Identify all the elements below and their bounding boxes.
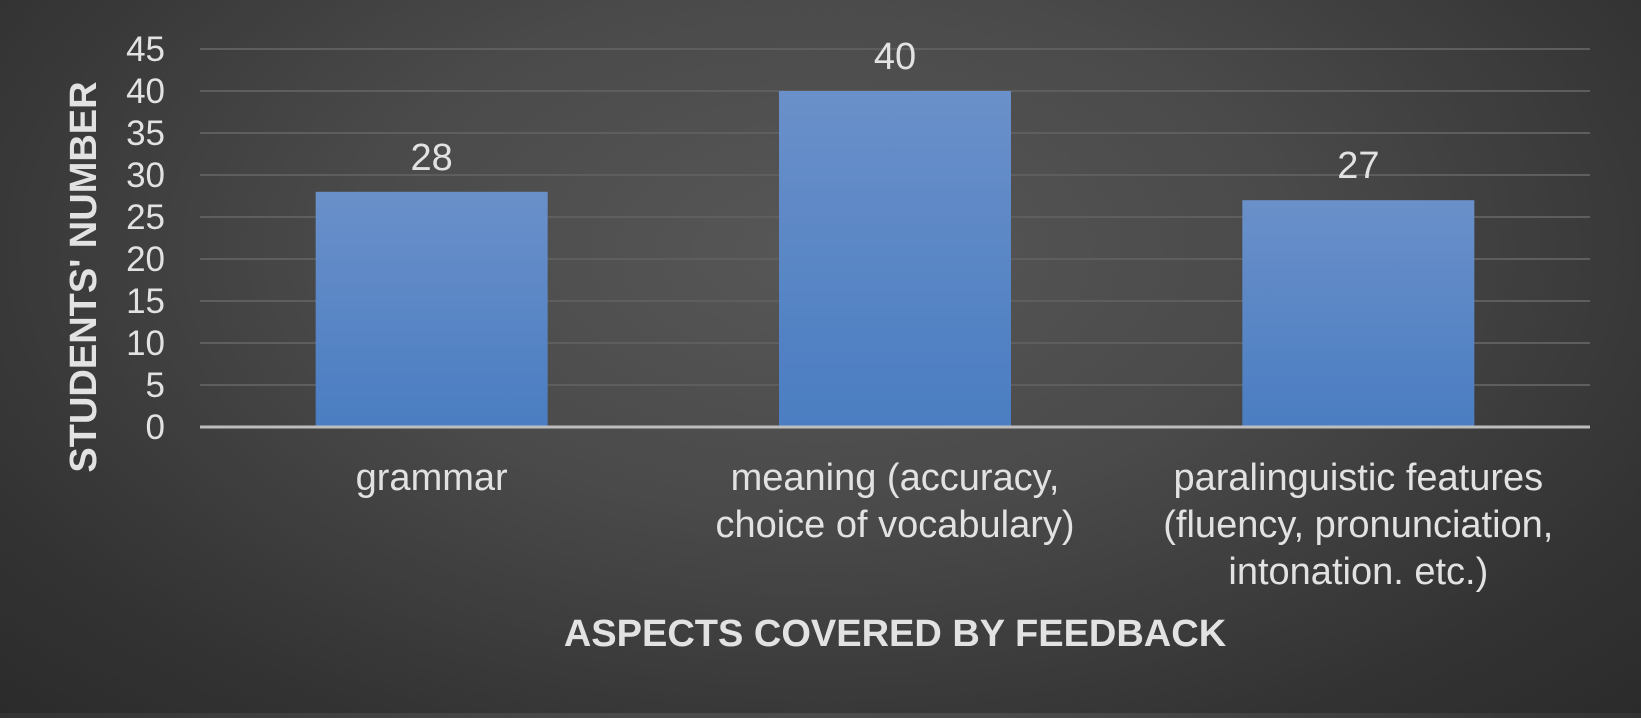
y-tick-label: 30: [126, 156, 165, 195]
x-axis-title: ASPECTS COVERED BY FEEDBACK: [564, 613, 1227, 655]
y-tick-label: 25: [126, 198, 165, 237]
bar: [779, 91, 1011, 427]
y-tick-label: 45: [126, 30, 165, 69]
category-label: paralinguistic features (fluency, pronunc…: [1163, 457, 1553, 593]
category-label: grammar: [356, 457, 508, 499]
bars: [315, 91, 1475, 427]
bar: [1242, 200, 1475, 427]
category-label-line: intonation. etc.): [1228, 551, 1488, 593]
y-tick-label: 5: [146, 366, 165, 405]
data-label: 28: [411, 137, 453, 179]
y-axis-title: STUDENTS' NUMBER: [63, 81, 105, 472]
y-tick-label: 35: [126, 114, 165, 153]
y-tick-label: 0: [146, 408, 165, 447]
category-label-line: choice of vocabulary): [715, 504, 1074, 546]
category-label-line: paralinguistic features: [1174, 457, 1544, 499]
data-label: 40: [874, 36, 916, 78]
y-tick-label: 20: [126, 240, 165, 279]
data-labels: 28 40 27: [411, 36, 1380, 187]
category-label-line: (fluency, pronunciation,: [1163, 504, 1553, 546]
data-label: 27: [1337, 145, 1379, 187]
category-label: meaning (accuracy, choice of vocabulary): [715, 457, 1074, 546]
bar: [315, 191, 548, 427]
y-tick-label: 15: [126, 282, 165, 321]
category-labels: grammar meaning (accuracy, choice of vocab…: [356, 457, 1554, 593]
y-tick-label: 10: [126, 324, 165, 363]
y-tick-label: 40: [126, 72, 165, 111]
category-label-line: meaning (accuracy,: [731, 457, 1060, 499]
category-label-line: grammar: [356, 457, 508, 499]
